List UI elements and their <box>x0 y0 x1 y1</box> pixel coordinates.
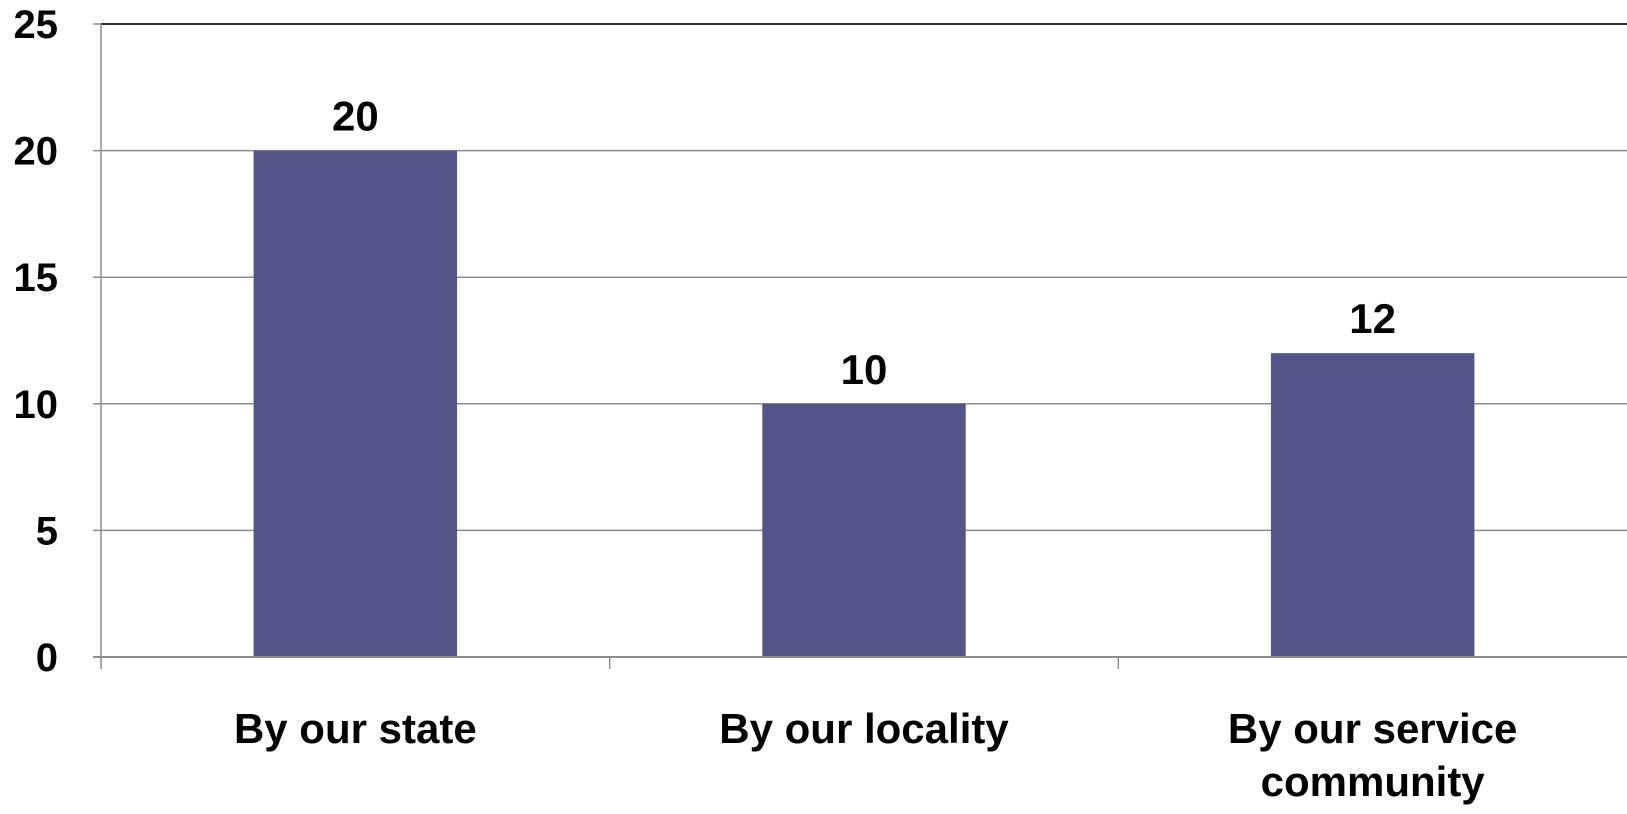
bar <box>1270 353 1475 657</box>
y-tick-label: 20 <box>14 130 59 174</box>
category-label: community <box>1261 758 1486 805</box>
y-tick-label: 10 <box>14 383 59 427</box>
bar <box>253 150 458 657</box>
y-tick-label: 15 <box>14 256 59 300</box>
bars <box>253 150 1475 657</box>
data-label: 10 <box>841 346 888 393</box>
y-tick-label: 25 <box>14 3 59 47</box>
category-label: By our state <box>234 705 477 752</box>
axes <box>93 23 1627 669</box>
labels: 0 5 10 15 20 25 20 By our state 10 By our localit… <box>14 3 1518 805</box>
category-label: By our locality <box>719 705 1009 752</box>
data-label: 12 <box>1349 295 1396 342</box>
bar <box>762 403 966 657</box>
category-label: By our service <box>1228 705 1518 752</box>
y-tick-label: 0 <box>36 636 58 680</box>
y-tick-label: 5 <box>36 509 58 553</box>
data-label: 20 <box>332 93 379 140</box>
